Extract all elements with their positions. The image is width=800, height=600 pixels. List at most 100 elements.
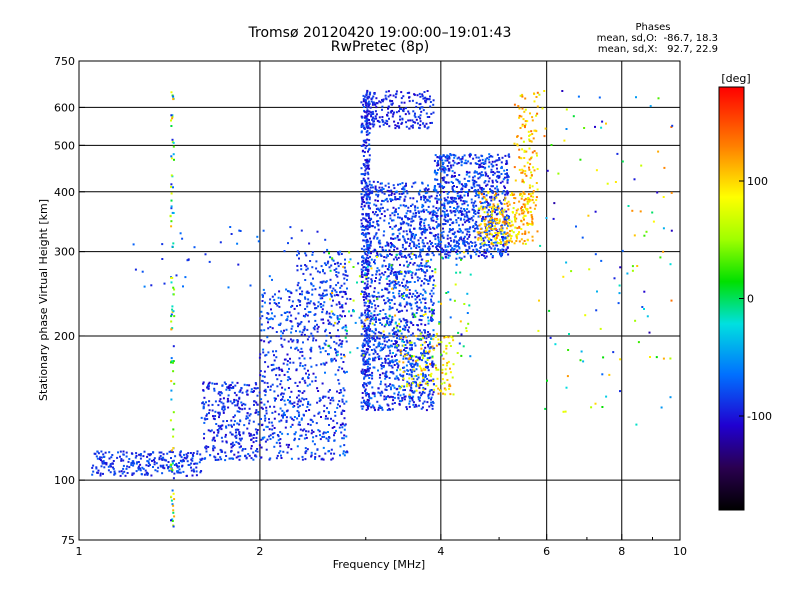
data-point: [456, 192, 459, 195]
data-point: [172, 459, 175, 462]
data-point: [366, 114, 369, 117]
data-point: [423, 271, 426, 274]
data-point: [416, 264, 419, 267]
data-point: [599, 327, 602, 330]
data-point: [409, 368, 412, 371]
data-point: [388, 285, 391, 288]
data-point: [363, 343, 366, 346]
data-point: [161, 243, 164, 246]
data-point: [328, 321, 331, 324]
data-point: [202, 405, 205, 408]
data-point: [412, 365, 415, 368]
data-point: [322, 322, 325, 325]
data-point: [502, 233, 505, 236]
data-point: [133, 462, 135, 465]
data-point: [296, 341, 299, 344]
data-point: [370, 224, 373, 227]
data-point: [450, 239, 453, 242]
data-point: [381, 99, 383, 101]
data-point: [279, 438, 282, 441]
data-point: [405, 364, 408, 367]
data-point: [368, 337, 371, 340]
data-point: [395, 190, 398, 193]
data-point: [413, 405, 416, 408]
data-point: [500, 165, 503, 168]
data-point: [261, 407, 264, 410]
data-point: [501, 248, 504, 251]
data-point: [385, 316, 388, 319]
data-point: [476, 231, 479, 234]
data-point: [518, 226, 521, 229]
data-point: [405, 321, 408, 324]
data-point: [443, 186, 446, 188]
data-point: [403, 341, 406, 343]
data-point: [373, 102, 375, 105]
data-point: [271, 312, 273, 315]
data-point: [373, 287, 376, 290]
data-point: [120, 459, 123, 462]
data-point: [199, 453, 202, 456]
data-point: [422, 109, 425, 112]
data-point: [430, 298, 432, 301]
data-point: [423, 198, 426, 201]
data-point: [498, 242, 501, 245]
data-point: [412, 241, 415, 244]
data-point: [408, 217, 411, 220]
data-point: [393, 120, 396, 123]
data-point: [191, 453, 194, 456]
data-point: [325, 264, 328, 266]
data-point: [420, 284, 423, 287]
data-point: [411, 313, 414, 316]
data-point: [392, 113, 395, 116]
data-point: [301, 365, 304, 367]
data-point: [453, 185, 455, 187]
data-point: [435, 344, 438, 347]
data-point: [389, 246, 392, 249]
data-point: [491, 185, 494, 188]
data-point: [419, 223, 421, 226]
data-point: [475, 181, 478, 184]
data-point: [393, 225, 396, 228]
data-point: [419, 292, 422, 295]
data-point: [403, 298, 406, 301]
data-point: [411, 185, 414, 188]
data-point: [406, 294, 409, 297]
data-point: [323, 262, 326, 265]
data-point: [498, 231, 501, 234]
data-point: [412, 401, 415, 404]
data-point: [383, 219, 386, 222]
data-point: [431, 245, 434, 248]
data-point: [291, 340, 294, 343]
data-point: [408, 395, 411, 398]
data-point: [429, 231, 432, 234]
data-point: [368, 377, 371, 379]
data-point: [388, 360, 391, 363]
data-point: [214, 410, 217, 413]
data-point: [412, 233, 415, 236]
data-point: [393, 193, 396, 196]
data-point: [464, 191, 467, 193]
data-point: [575, 225, 577, 228]
data-point: [321, 297, 324, 300]
data-point: [361, 260, 364, 263]
data-point: [563, 139, 566, 142]
data-point: [364, 388, 367, 391]
data-point: [394, 355, 396, 358]
data-point: [248, 434, 251, 437]
data-point: [364, 375, 367, 378]
data-point: [425, 112, 428, 115]
data-point: [365, 268, 368, 271]
data-point: [492, 173, 495, 176]
data-point: [489, 203, 492, 206]
data-point: [399, 304, 402, 307]
data-point: [411, 390, 414, 392]
grid-lines: [79, 61, 680, 540]
data-point: [111, 454, 114, 456]
data-point: [271, 432, 274, 435]
data-point: [336, 275, 339, 278]
data-point: [485, 194, 488, 197]
data-point: [255, 401, 258, 404]
data-point: [435, 197, 438, 200]
data-point: [387, 358, 390, 360]
data-point: [343, 424, 346, 427]
